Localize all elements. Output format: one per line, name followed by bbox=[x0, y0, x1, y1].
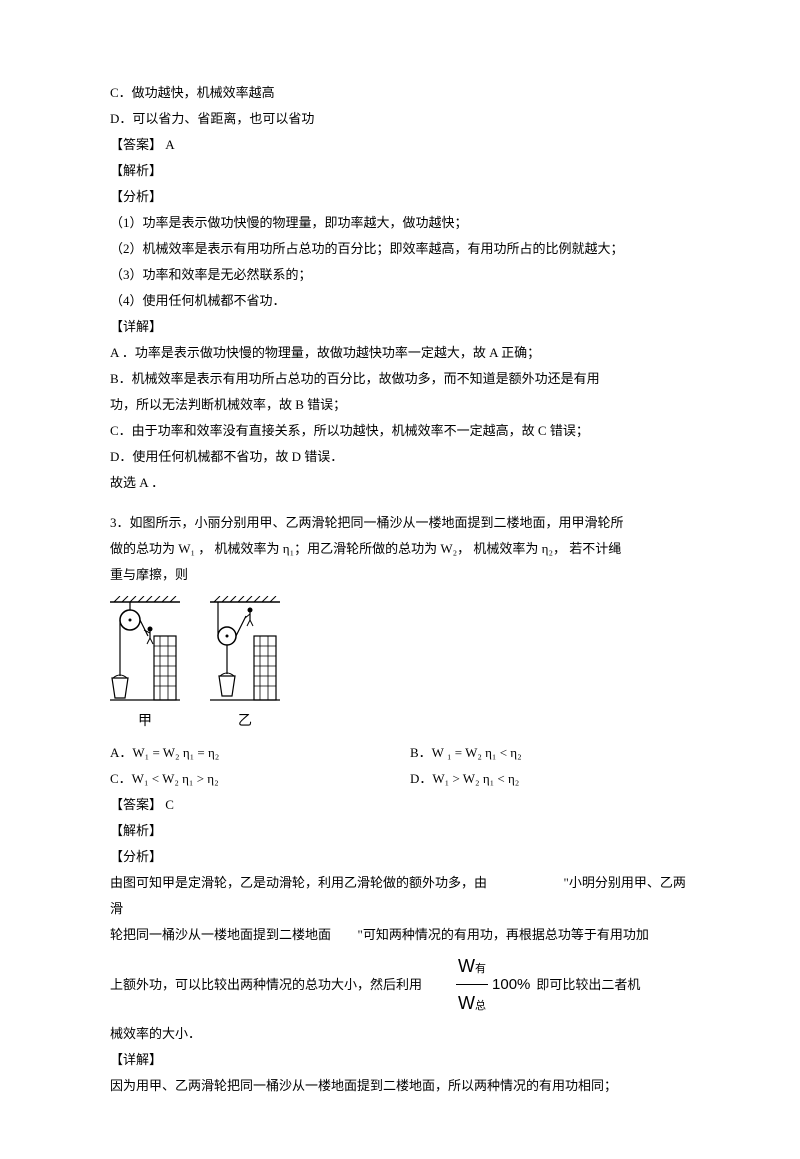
q3-answer: 【答案】 C bbox=[110, 792, 690, 818]
frac-num-w: W bbox=[458, 956, 475, 976]
q3-xj-label: 【详解】 bbox=[110, 1047, 690, 1073]
q3-xj1: 因为用甲、乙两滑轮把同一桶沙从一楼地面提到二楼地面，所以两种情况的有用功相同； bbox=[110, 1073, 690, 1099]
q2-xj-c: C．由于功率和效率没有直接关系，所以功越快，机械效率不一定越高，故 C 错误； bbox=[110, 418, 690, 444]
fig-caption-yi: 乙 bbox=[238, 708, 252, 736]
q2-fenxi-label: 【分析】 bbox=[110, 184, 690, 210]
q2-fx2: （2）机械效率是表示有用功所占总功的百分比；即效率越高，有用功所占的比例就越大； bbox=[110, 236, 690, 262]
q3-fx1a: 由图可知甲是定滑轮，乙是动滑轮，利用乙滑轮做的额外功多，由 bbox=[110, 875, 487, 890]
q2-fx4: （4）使用任何机械都不省功． bbox=[110, 288, 690, 314]
q3-jiexi-label: 【解析】 bbox=[110, 818, 690, 844]
q3-opt-b: B．W ₁ = W₂ η₁ < η₂ bbox=[410, 740, 670, 766]
q3-fx2a: 轮把同一桶沙从一楼地面提到二楼地面 bbox=[110, 927, 331, 942]
q2-pick: 故选 A ． bbox=[110, 470, 690, 496]
q2-xj-label: 【详解】 bbox=[110, 314, 690, 340]
q2-fx3: （3）功率和效率是无必然联系的； bbox=[110, 262, 690, 288]
fixed-pulley-icon bbox=[110, 596, 180, 706]
q3-fx3: 上额外功，可以比较出两种情况的总功大小，然后利用 W有 W总 100% 即可比较… bbox=[110, 948, 690, 1021]
q2-xj-a: A ．功率是表示做功快慢的物理量，故做功越快功率一定越大，故 A 正确； bbox=[110, 340, 690, 366]
q3-opt-c: C．W₁ < W₂ η₁ > η₂ bbox=[110, 766, 410, 792]
q2-xj-d: D．使用任何机械都不省功，故 D 错误． bbox=[110, 444, 690, 470]
frac-den-w: W bbox=[458, 993, 475, 1013]
q3-fx1: 由图可知甲是定滑轮，乙是动滑轮，利用乙滑轮做的额外功多，由 "小明分别用甲、乙两… bbox=[110, 870, 690, 922]
q3-fx3b: 即可比较出二者机 bbox=[536, 972, 640, 998]
frac-num-sub: 有 bbox=[475, 963, 486, 975]
q3-stem-2: 做的总功为 W₁ ， 机械效率为 η₁；用乙滑轮所做的总功为 W₂， 机械效率为… bbox=[110, 536, 690, 562]
q2-xj-b1: B．机械效率是表示有用功所占总功的百分比，故做功多，而不知道是额外功还是有用 bbox=[110, 366, 690, 392]
page: C．做功越快，机械效率越高 D．可以省力、省距离，也可以省功 【答案】 A 【解… bbox=[0, 0, 800, 1159]
fig-caption-jia: 甲 bbox=[138, 708, 152, 736]
q3-stem-1: 3．如图所示，小丽分别用甲、乙两滑轮把同一桶沙从一楼地面提到二楼地面，用甲滑轮所 bbox=[110, 510, 690, 536]
efficiency-fraction: W有 W总 bbox=[456, 948, 488, 1021]
q2-answer: 【答案】 A bbox=[110, 132, 690, 158]
q3-fenxi-label: 【分析】 bbox=[110, 844, 690, 870]
fig-jia: 甲 bbox=[110, 596, 180, 736]
q3-opt-a: A．W₁ = W₂ η₁ = η₂ bbox=[110, 740, 410, 766]
movable-pulley-icon bbox=[210, 596, 280, 706]
q3-figure: 甲 bbox=[110, 596, 690, 736]
frac-100: 100% bbox=[492, 970, 530, 1000]
q3-opt-d: D．W₁ > W₂ η₁ < η₂ bbox=[410, 766, 670, 792]
q2-option-d: D．可以省力、省距离，也可以省功 bbox=[110, 106, 690, 132]
q3-fx2b: "可知两种情况的有用功，再根据总功等于有用功加 bbox=[358, 927, 649, 942]
q3-fx4: 械效率的大小． bbox=[110, 1021, 690, 1047]
q2-jiexi-label: 【解析】 bbox=[110, 158, 690, 184]
q2-fx1: （1）功率是表示做功快慢的物理量，即功率越大，做功越快； bbox=[110, 210, 690, 236]
fig-yi: 乙 bbox=[210, 596, 280, 736]
q3-fx2: 轮把同一桶沙从一楼地面提到二楼地面 "可知两种情况的有用功，再根据总功等于有用功… bbox=[110, 922, 690, 948]
frac-den-sub: 总 bbox=[475, 1000, 486, 1012]
q2-option-c: C．做功越快，机械效率越高 bbox=[110, 80, 690, 106]
q2-xj-b2: 功，所以无法判断机械效率，故 B 错误； bbox=[110, 392, 690, 418]
q3-fx3a: 上额外功，可以比较出两种情况的总功大小，然后利用 bbox=[110, 972, 422, 998]
q3-options: A．W₁ = W₂ η₁ = η₂ B．W ₁ = W₂ η₁ < η₂ C．W… bbox=[110, 740, 690, 792]
q3-stem-3: 重与摩擦，则 bbox=[110, 562, 690, 588]
